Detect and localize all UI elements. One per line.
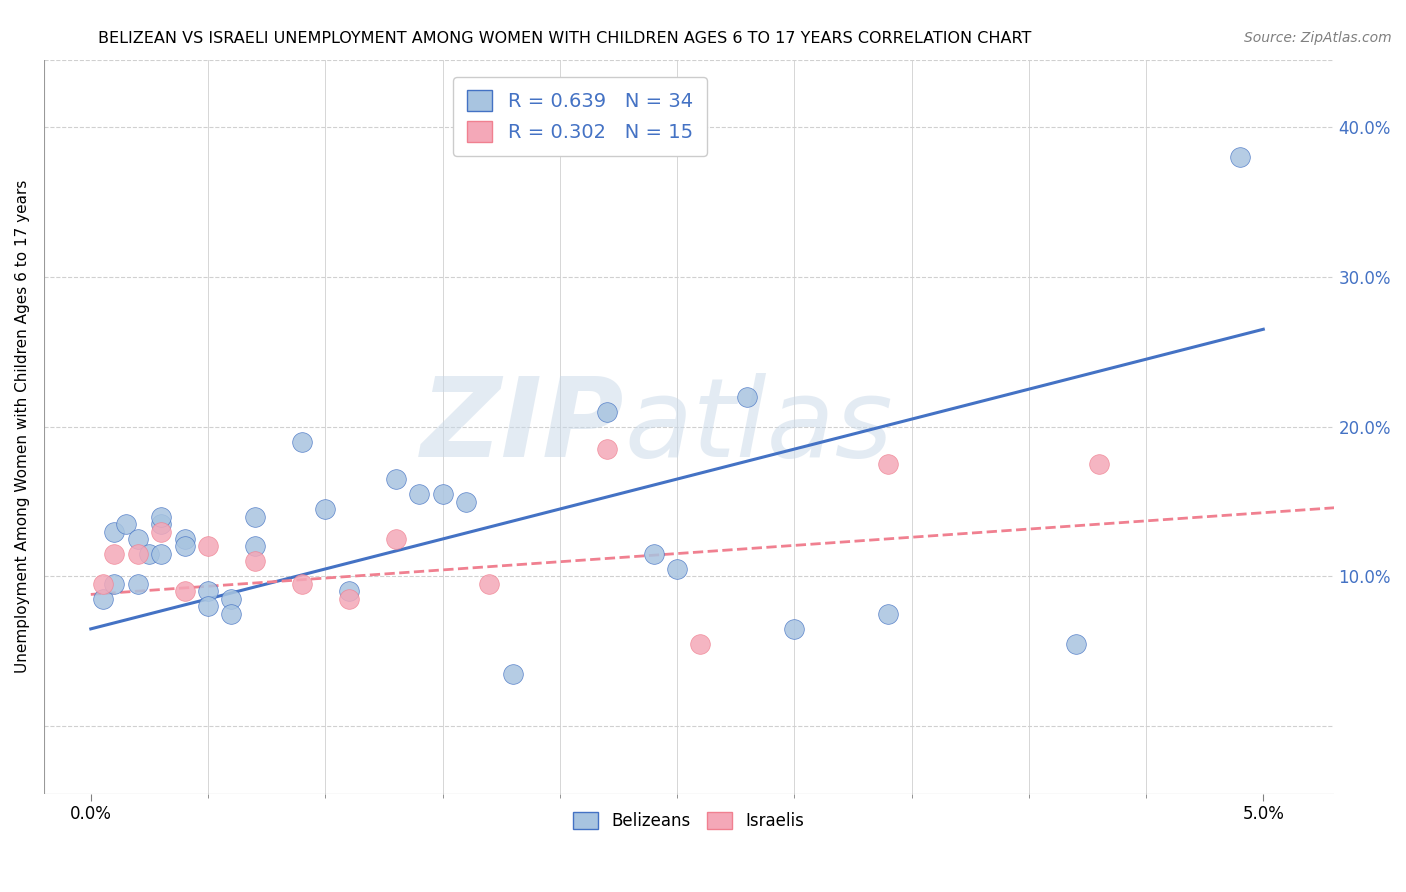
Point [103, 524, 125, 539]
Point [1064, 637, 1087, 651]
Point [291, 434, 314, 449]
Y-axis label: Unemployment Among Women with Children Ages 6 to 17 years: Unemployment Among Women with Children A… [15, 180, 30, 673]
Point [150, 509, 173, 524]
Point [173, 540, 195, 554]
Point [384, 532, 406, 546]
Text: Source: ZipAtlas.com: Source: ZipAtlas.com [1244, 31, 1392, 45]
Point [643, 547, 665, 561]
Point [595, 442, 617, 456]
Point [595, 404, 617, 418]
Point [243, 540, 266, 554]
Point [502, 666, 524, 681]
Text: ZIP: ZIP [420, 373, 624, 480]
Point [243, 509, 266, 524]
Point [173, 584, 195, 599]
Point [337, 591, 360, 606]
Point [478, 577, 501, 591]
Text: atlas: atlas [624, 373, 893, 480]
Point [1229, 150, 1251, 164]
Point [337, 584, 360, 599]
Point [127, 577, 149, 591]
Point [384, 472, 406, 486]
Point [91, 591, 114, 606]
Point [737, 390, 759, 404]
Point [243, 554, 266, 568]
Point [197, 599, 219, 614]
Point [91, 577, 114, 591]
Point [877, 607, 900, 621]
Point [314, 502, 336, 516]
Point [666, 562, 689, 576]
Point [1088, 457, 1111, 471]
Legend: R = 0.639   N = 34, R = 0.302   N = 15: R = 0.639 N = 34, R = 0.302 N = 15 [453, 77, 707, 156]
Point [432, 487, 454, 501]
Point [103, 547, 125, 561]
Point [150, 516, 173, 531]
Point [689, 637, 711, 651]
Point [197, 584, 219, 599]
Point [103, 577, 125, 591]
Point [115, 516, 138, 531]
Point [454, 494, 477, 508]
Point [221, 607, 243, 621]
Point [408, 487, 430, 501]
Point [197, 540, 219, 554]
Point [150, 524, 173, 539]
Point [877, 457, 900, 471]
Point [150, 547, 173, 561]
Text: BELIZEAN VS ISRAELI UNEMPLOYMENT AMONG WOMEN WITH CHILDREN AGES 6 TO 17 YEARS CO: BELIZEAN VS ISRAELI UNEMPLOYMENT AMONG W… [98, 31, 1032, 46]
Point [127, 547, 149, 561]
Point [783, 622, 806, 636]
Point [127, 532, 149, 546]
Point [221, 591, 243, 606]
Point [291, 577, 314, 591]
Point [173, 532, 195, 546]
Point [138, 547, 160, 561]
